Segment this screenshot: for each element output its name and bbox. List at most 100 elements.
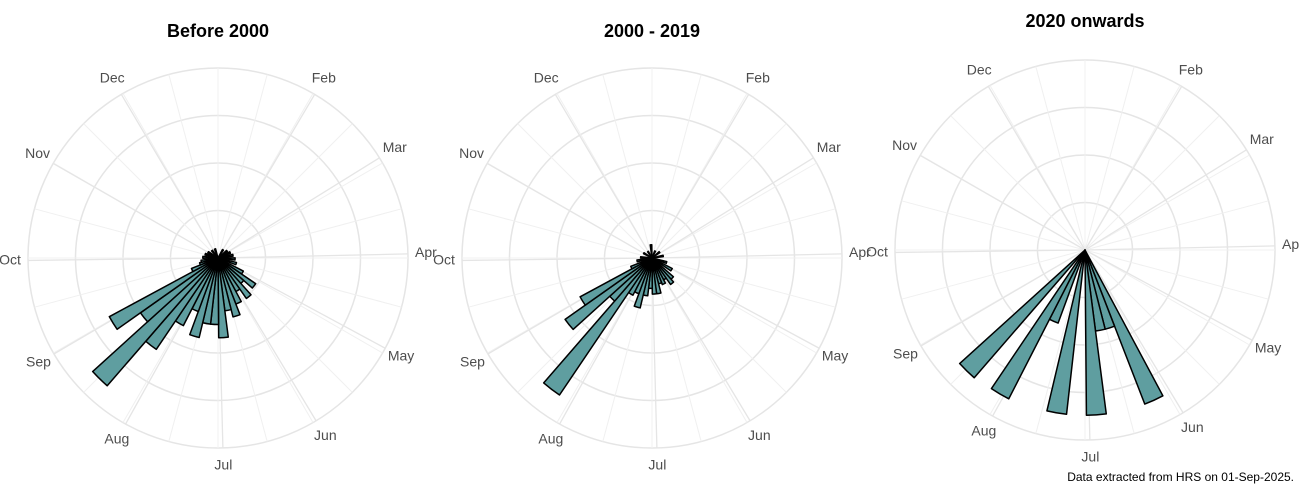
month-label: Feb	[746, 70, 770, 86]
grid-line	[919, 154, 1086, 251]
caption: Data extracted from HRS on 01-Sep-2025.	[1067, 470, 1294, 484]
bar	[207, 250, 219, 259]
grid-spoke	[1084, 249, 1269, 300]
grid-spoke	[168, 74, 219, 259]
month-label: Jul	[648, 457, 666, 473]
bar	[651, 254, 665, 259]
grid-spoke	[950, 115, 1086, 251]
polar-chart: Feb Mar Apr May Jun Jul Aug Sep Oct Nov Dec 2020 on…	[866, 11, 1300, 465]
month-label: Mar	[817, 139, 841, 155]
grid-spoke	[217, 208, 402, 259]
month-label: Feb	[312, 70, 336, 86]
bar	[217, 257, 241, 318]
bar	[958, 249, 1086, 379]
grid-line	[120, 94, 219, 259]
grid-line	[651, 157, 814, 259]
month-label: Aug	[538, 430, 563, 446]
grid-line	[920, 249, 1086, 347]
month-label: Apr	[1282, 236, 1300, 252]
month-label: Sep	[460, 354, 485, 370]
month-label: Sep	[893, 346, 918, 362]
grid-spoke	[217, 257, 383, 354]
grid-line	[217, 157, 380, 259]
grid-spoke	[1084, 249, 1250, 346]
bar	[217, 253, 234, 259]
grid-line	[217, 253, 408, 259]
month-label: May	[388, 347, 414, 363]
month-label: Oct	[0, 251, 21, 267]
polar-chart: Feb Mar Apr May Jun Jul Aug Sep Oct Nov Dec 2000 - …	[433, 21, 871, 473]
grid-spoke	[34, 257, 219, 308]
bar	[542, 257, 653, 396]
grid-spoke	[1084, 249, 1220, 385]
month-label: May	[822, 347, 848, 363]
grid-line	[1084, 245, 1275, 251]
bar	[210, 249, 219, 259]
bar	[639, 256, 653, 259]
month-label: Jun	[748, 427, 771, 443]
grid-line	[651, 257, 751, 422]
month-label: Mar	[1250, 131, 1274, 147]
grid-spoke	[468, 208, 653, 259]
bar	[630, 257, 653, 270]
bar	[200, 257, 219, 264]
chart-title: Before 2000	[167, 21, 269, 41]
grid-spoke	[602, 74, 653, 259]
grid-line	[651, 253, 842, 259]
bar	[651, 257, 673, 272]
month-label: Dec	[100, 70, 125, 86]
grid-line	[651, 94, 750, 259]
grid-spoke	[901, 200, 1086, 251]
month-label: Jul	[1081, 449, 1099, 465]
grid-spoke	[651, 257, 787, 393]
grid-line	[651, 257, 820, 349]
chart-title: 2020 onwards	[1025, 11, 1144, 31]
grid-line	[462, 257, 653, 262]
month-label: Jun	[314, 427, 337, 443]
grid-spoke	[217, 74, 268, 259]
grid-line	[52, 162, 219, 259]
bar	[642, 251, 653, 259]
chart-title: 2000 - 2019	[604, 21, 700, 41]
month-label: Jul	[214, 457, 232, 473]
bar	[108, 257, 219, 331]
bar	[217, 251, 232, 259]
polar-chart: Feb Mar Apr May Jun Jul Aug Sep Oct Nov Dec Before …	[0, 21, 437, 473]
grid-line	[554, 94, 653, 259]
grid-spoke	[83, 123, 219, 259]
bar	[649, 243, 653, 259]
grid-spoke	[651, 123, 787, 259]
bar	[1084, 249, 1164, 405]
bar	[651, 250, 661, 259]
grid-spoke	[1035, 249, 1086, 434]
grid-spoke	[34, 208, 219, 259]
bar	[217, 257, 230, 339]
month-label: Sep	[26, 354, 51, 370]
month-label: Oct	[433, 251, 455, 267]
bar	[990, 249, 1086, 400]
month-label: Apr	[415, 244, 437, 260]
bar	[646, 250, 653, 259]
grid-spoke	[1084, 200, 1269, 251]
grid-spoke	[1084, 115, 1220, 251]
grid-spoke	[651, 208, 836, 259]
grid-spoke	[1084, 66, 1135, 251]
grid-line	[486, 162, 653, 259]
month-label: Dec	[534, 70, 559, 86]
month-label: Mar	[383, 139, 407, 155]
grid-line	[217, 257, 386, 349]
grid-spoke	[651, 74, 702, 259]
bar	[579, 257, 653, 306]
grid-line	[895, 249, 1086, 254]
month-label: Aug	[104, 430, 129, 446]
bar	[564, 257, 653, 331]
grid-line	[987, 86, 1086, 251]
month-label: Dec	[967, 62, 992, 78]
month-label: Apr	[849, 244, 871, 260]
bar	[217, 257, 252, 300]
month-label: May	[1255, 339, 1281, 355]
grid-line	[1084, 86, 1183, 251]
month-label: Nov	[892, 137, 917, 153]
bar	[91, 257, 219, 387]
